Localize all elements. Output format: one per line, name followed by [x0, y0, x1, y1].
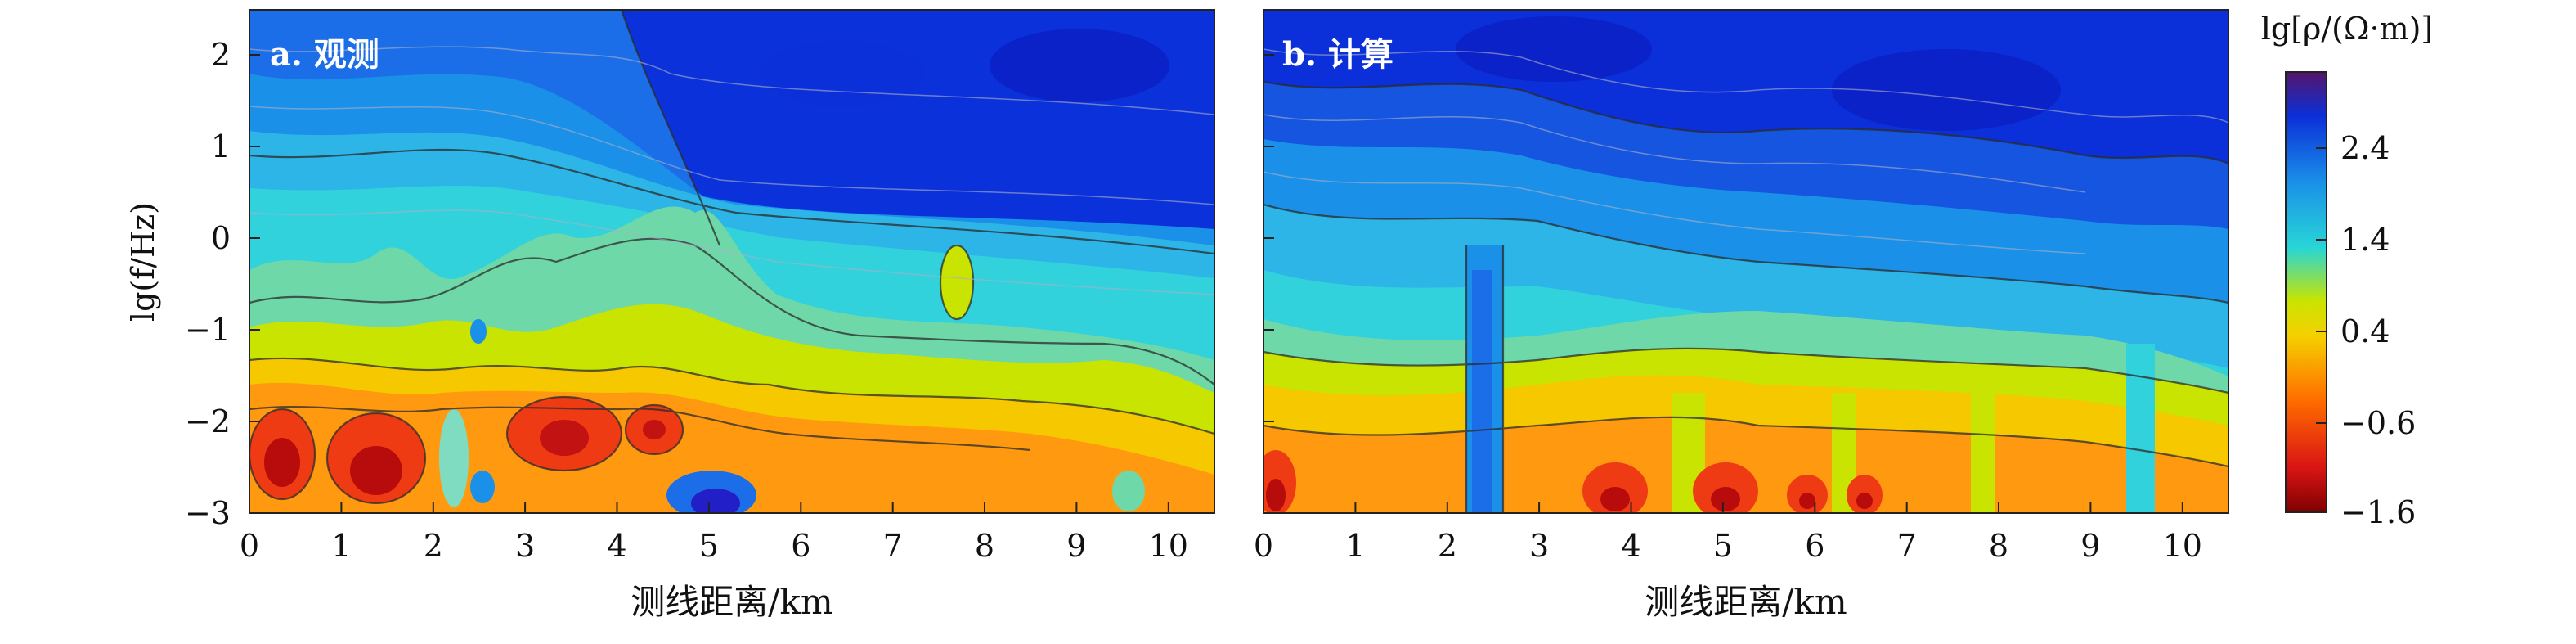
panel-a-xtick: 3	[515, 528, 535, 564]
panel-a-label: a. 观测	[270, 35, 379, 74]
panel-b-xtick: 6	[1805, 528, 1824, 564]
panel-a-xtick: 0	[240, 528, 259, 564]
panel-a-ytick: 0	[211, 220, 231, 256]
colorbar-label: lg[ρ/(Ω·m)]	[2261, 11, 2434, 47]
panel-a-yaxis	[249, 54, 260, 514]
colorbar-tick: −1.6	[2340, 494, 2416, 530]
panel-a-xtick: 1	[331, 528, 351, 564]
panel-a-xtick: 5	[699, 528, 719, 564]
panel-a-frame	[249, 9, 1215, 514]
panel-b-heatmap	[1263, 10, 2228, 513]
panel-b-frame	[1263, 9, 2229, 514]
panel-a-ytick: −2	[185, 403, 231, 439]
panel-b-label: b. 计算	[1282, 35, 1393, 74]
panel-a-ytick: −1	[185, 312, 231, 348]
panel-b: b. 计算 0 1 2 3 4 5 6	[1254, 9, 2229, 622]
colorbar-tick: 1.4	[2340, 222, 2390, 258]
panel-b-xtick: 10	[2163, 528, 2202, 564]
panel-a-xtick: 6	[791, 528, 810, 564]
panel-b-xtick: 9	[2080, 528, 2100, 564]
panel-a-xtick: 9	[1066, 528, 1086, 564]
panel-a: a. 观测 −3 −2 −1 0 1 2 lg(f/Hz)	[125, 9, 1215, 622]
panel-b-xtick: 0	[1254, 528, 1273, 564]
panel-b-xtick: 4	[1621, 528, 1640, 564]
panel-a-ytick: −3	[185, 495, 231, 531]
panel-a-xtick: 4	[607, 528, 626, 564]
panel-b-xtick: 3	[1529, 528, 1549, 564]
panel-a-xtick: 7	[883, 528, 903, 564]
colorbar-tick: 2.4	[2340, 130, 2390, 166]
panel-b-xtick: 1	[1345, 528, 1365, 564]
panel-b-xtick: 2	[1438, 528, 1457, 564]
colorbar-gradient	[2285, 71, 2327, 513]
panel-b-xtick: 7	[1897, 528, 1917, 564]
panel-b-xlabel: 测线距离/km	[1645, 582, 1847, 622]
panel-a-ytick: 2	[211, 37, 231, 73]
colorbar-tick: 0.4	[2340, 313, 2390, 349]
panel-b-yaxis	[1263, 54, 1274, 514]
panel-b-xaxis	[1263, 502, 2183, 513]
panel-a-xtick: 2	[424, 528, 443, 564]
colorbar-tick: −0.6	[2340, 405, 2416, 441]
panel-a-xaxis	[249, 502, 1169, 513]
panel-a-ylabel: lg(f/Hz)	[125, 202, 161, 322]
panel-b-xtick: 8	[1989, 528, 2008, 564]
panel-b-xtick: 5	[1713, 528, 1733, 564]
panel-a-ytick: 1	[211, 128, 231, 164]
panel-a-xlabel: 测线距离/km	[631, 582, 832, 622]
panel-a-heatmap	[249, 10, 1214, 513]
colorbar: lg[ρ/(Ω·m)] 2.4 1.4 0.4 −0.6 −1.6	[2261, 11, 2434, 530]
panel-a-xtick: 8	[975, 528, 994, 564]
panel-a-xtick: 10	[1149, 528, 1188, 564]
